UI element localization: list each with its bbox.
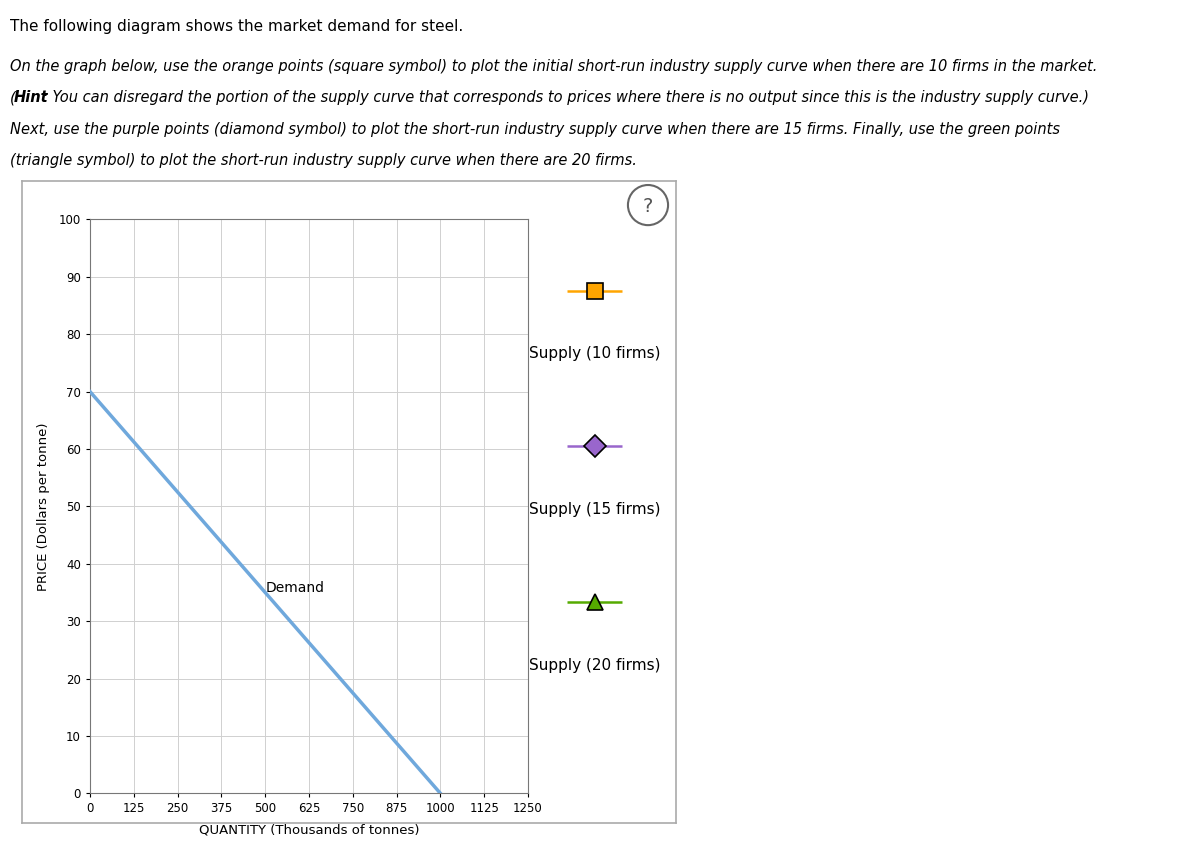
Text: Hint: Hint: [14, 90, 48, 106]
Text: The following diagram shows the market demand for steel.: The following diagram shows the market d…: [10, 19, 463, 34]
Text: Supply (10 firms): Supply (10 firms): [529, 346, 660, 361]
Text: Supply (20 firms): Supply (20 firms): [529, 658, 660, 674]
Text: (triangle symbol) to plot the short-run industry supply curve when there are 20 : (triangle symbol) to plot the short-run …: [10, 153, 636, 168]
Text: : You can disregard the portion of the supply curve that corresponds to prices w: : You can disregard the portion of the s…: [43, 90, 1088, 106]
Y-axis label: PRICE (Dollars per tonne): PRICE (Dollars per tonne): [37, 422, 50, 591]
Text: (: (: [10, 90, 16, 106]
Text: Next, use the purple points (diamond symbol) to plot the short-run industry supp: Next, use the purple points (diamond sym…: [10, 122, 1060, 137]
Text: Demand: Demand: [265, 582, 324, 596]
Circle shape: [628, 185, 668, 225]
Text: Supply (15 firms): Supply (15 firms): [529, 502, 660, 517]
Text: On the graph below, use the orange points (square symbol) to plot the initial sh: On the graph below, use the orange point…: [10, 59, 1097, 74]
X-axis label: QUANTITY (Thousands of tonnes): QUANTITY (Thousands of tonnes): [199, 824, 419, 836]
Text: ?: ?: [643, 197, 653, 216]
